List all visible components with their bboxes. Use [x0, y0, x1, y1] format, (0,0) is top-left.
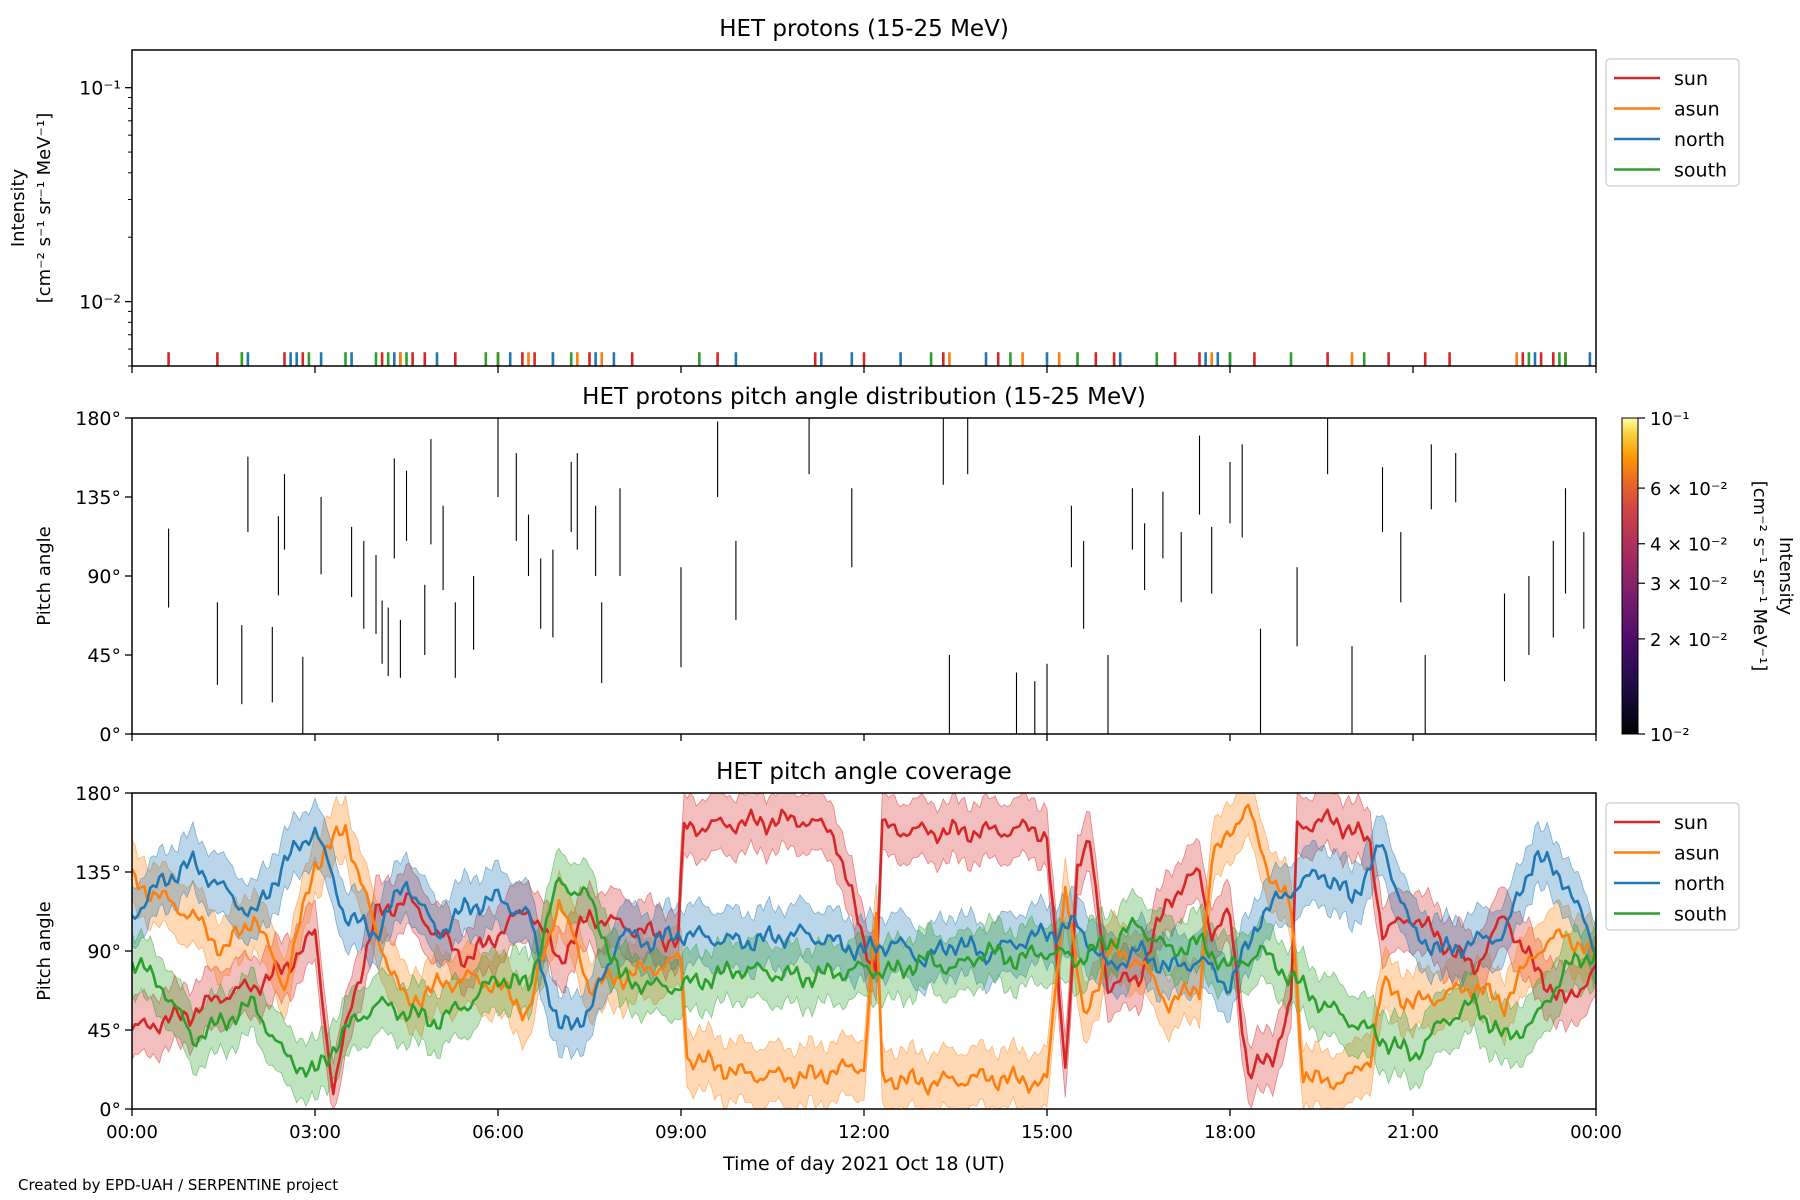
y-axis-label: Intensity [8, 168, 29, 247]
y-axis: 10⁻¹ 10⁻² [79, 78, 132, 367]
y-axis: 0° 45° 90° 135° 180° [75, 783, 132, 1121]
x-axis [131, 734, 1597, 741]
panel-title: HET pitch angle coverage [716, 759, 1012, 785]
y-tick-label: 10⁻² [79, 292, 121, 314]
x-tick-label: 00:00 [1570, 1122, 1622, 1143]
x-tick-label: 15:00 [1021, 1122, 1073, 1143]
colorbar-tick-label: 10⁻¹ [1650, 409, 1690, 430]
y-tick-label: 10⁻¹ [79, 78, 121, 100]
legend-box [1605, 802, 1740, 931]
coverage-line-asun [132, 803, 1596, 1096]
panel-title: HET protons (15-25 MeV) [719, 16, 1009, 42]
panel-title: HET protons pitch angle distribution (15… [582, 384, 1146, 410]
x-tick-label: 12:00 [838, 1122, 890, 1143]
coverage-marks [132, 793, 1596, 1109]
legend-label-sun: sun [1674, 812, 1708, 834]
intensity-marks [167, 352, 1592, 366]
x-tick-label: 06:00 [472, 1122, 524, 1143]
colorbar [1621, 417, 1639, 735]
colorbar-label-units: [cm⁻² s⁻¹ sr⁻¹ MeV⁻¹] [1749, 481, 1770, 672]
x-axis: 00:00 03:00 06:00 09:00 12:00 15:00 18:00 21:00… [106, 1109, 1622, 1143]
credit-text: Created by EPD-UAH / SERPENTINE project [18, 1176, 339, 1194]
y-tick-label: 135° [75, 862, 121, 884]
colorbar-tick-label: 10⁻² [1650, 725, 1690, 746]
panel-pad: HET protons pitch angle distribution (15… [34, 384, 1796, 746]
x-tick-label: 00:00 [106, 1122, 158, 1143]
y-tick-label: 0° [99, 724, 121, 746]
coverage-band-asun [132, 793, 1596, 1109]
x-tick-label: 09:00 [655, 1122, 707, 1143]
y-tick-label: 0° [99, 1099, 121, 1121]
x-axis [131, 366, 1597, 373]
panel-intensity: HET protons (15-25 MeV) 10⁻¹ 10⁻² Intensi… [8, 16, 1740, 373]
y-tick-label: 90° [87, 941, 121, 963]
coverage-lines [132, 803, 1596, 1096]
legend-label-south: south [1674, 160, 1727, 182]
legend-label-asun: asun [1674, 843, 1720, 865]
y-tick-label: 90° [87, 566, 121, 588]
pad-marks [168, 418, 1596, 734]
legend-box [1605, 58, 1740, 187]
y-tick-label: 45° [87, 1020, 121, 1042]
y-tick-label: 180° [75, 408, 121, 430]
legend: sun asun north south [1605, 802, 1740, 931]
legend-label-south: south [1674, 904, 1727, 926]
coverage-band-south [132, 847, 1596, 1108]
colorbar-tick-label: 3 × 10⁻² [1650, 574, 1728, 595]
y-tick-label: 180° [75, 783, 121, 805]
coverage-line-south [132, 876, 1596, 1078]
legend: sun asun north south [1605, 58, 1740, 187]
coverage-line-north [132, 826, 1596, 1031]
y-tick-label: 45° [87, 645, 121, 667]
legend-label-north: north [1674, 129, 1725, 151]
colorbar-tick-label: 6 × 10⁻² [1650, 479, 1728, 500]
coverage-line-sun [132, 808, 1596, 1096]
panel-coverage: HET pitch angle coverage 0° 45° 90° 135° 180… [34, 759, 1740, 1175]
x-axis-label: Time of day 2021 Oct 18 (UT) [722, 1153, 1005, 1175]
legend-label-asun: asun [1674, 99, 1720, 121]
legend-label-sun: sun [1674, 68, 1708, 90]
y-axis-label: Pitch angle [34, 526, 55, 625]
colorbar-tick-label: 4 × 10⁻² [1650, 535, 1728, 556]
x-tick-label: 21:00 [1387, 1122, 1439, 1143]
y-axis: 0° 45° 90° 135° 180° [75, 408, 132, 746]
y-axis-label-units: [cm⁻² s⁻¹ sr⁻¹ MeV⁻¹] [34, 113, 55, 304]
colorbar-ticks: 10⁻¹ 6 × 10⁻² 4 × 10⁻² 3 × 10⁻² 2 × 10⁻² 10⁻² [1638, 409, 1728, 746]
y-axis-label: Pitch angle [34, 901, 55, 1000]
colorbar-tick-label: 2 × 10⁻² [1650, 630, 1728, 651]
colorbar-label: Intensity [1775, 537, 1796, 616]
x-tick-label: 18:00 [1204, 1122, 1256, 1143]
plot-frame [131, 49, 1597, 367]
x-tick-label: 03:00 [289, 1122, 341, 1143]
legend-label-north: north [1674, 873, 1725, 895]
y-tick-label: 135° [75, 487, 121, 509]
